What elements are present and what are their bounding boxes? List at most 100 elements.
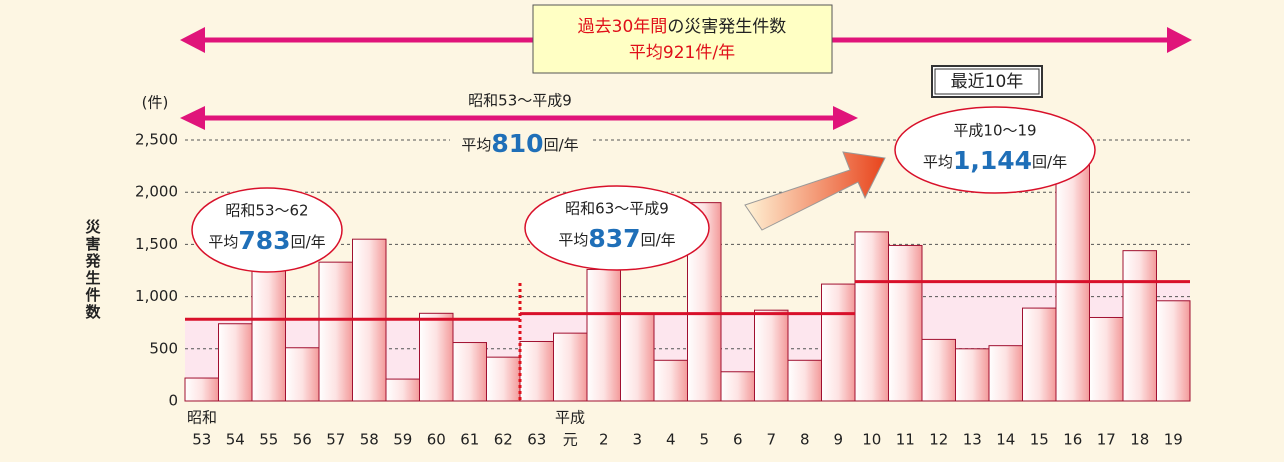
x-tick-label: 53 (192, 431, 211, 449)
x-tick-label: 2 (599, 431, 609, 449)
average-bubble (191, 187, 343, 273)
x-tick-label: 19 (1164, 431, 1183, 449)
average-period: 平成10～19 (953, 122, 1036, 140)
bar (285, 347, 320, 402)
y-unit: (件) (142, 94, 169, 112)
y-axis-label: 災害発生件数 (84, 219, 102, 321)
bar (218, 323, 253, 402)
bar (620, 312, 655, 402)
overall-average: 平均810回/年 (461, 129, 578, 158)
x-tick-label: 61 (460, 431, 479, 449)
bar (586, 268, 621, 402)
arrow-head (180, 27, 205, 53)
average-value: 783 (238, 226, 290, 255)
x-tick-label: 18 (1130, 431, 1149, 449)
average-prefix: 平均 (923, 153, 953, 171)
x-tick-label: 63 (527, 431, 546, 449)
x-tick-label: 14 (996, 431, 1015, 449)
bar (754, 309, 789, 402)
x-tick-label: 56 (293, 431, 312, 449)
x-tick-label: 7 (766, 431, 776, 449)
x-tick-label: 58 (360, 431, 379, 449)
y-tick-label: 1,500 (135, 235, 178, 253)
bar (653, 359, 688, 402)
bar (1089, 316, 1124, 402)
x-tick-label: 55 (259, 431, 278, 449)
x-tick-label: 57 (326, 431, 345, 449)
bar (519, 340, 554, 402)
bar (787, 359, 822, 402)
bar (821, 283, 856, 402)
recent-box (931, 65, 1043, 98)
bar (251, 257, 286, 402)
bar (720, 371, 755, 402)
chart-title: 過去30年間の災害発生件数 (578, 17, 787, 37)
era-label: 昭和 (187, 409, 217, 427)
x-tick-label: 54 (226, 431, 245, 449)
average-bubble (524, 185, 710, 271)
average-unit: 回/年 (641, 231, 676, 249)
average-label: 平均1,144回/年 (923, 146, 1067, 175)
average-unit: 回/年 (291, 233, 326, 251)
title-box (532, 4, 833, 74)
bar (318, 261, 353, 402)
x-tick-label: 5 (699, 431, 709, 449)
average-bubble (894, 106, 1096, 194)
x-tick-label: 15 (1030, 431, 1049, 449)
bar (553, 332, 588, 402)
bar (1122, 250, 1157, 402)
bar (184, 377, 219, 402)
bar (486, 356, 521, 402)
average-period: 昭和63～平成9 (565, 200, 669, 218)
average-period: 昭和53～62 (225, 202, 308, 220)
x-tick-label: 60 (427, 431, 446, 449)
bar (921, 338, 956, 402)
x-tick-label: 62 (494, 431, 513, 449)
arrow-head (1167, 27, 1192, 53)
bar (452, 342, 487, 402)
x-tick-label: 17 (1097, 431, 1116, 449)
bar (854, 231, 889, 402)
x-tick-label: 13 (963, 431, 982, 449)
era-label: 平成 (555, 409, 585, 427)
arrow-head (180, 106, 205, 130)
x-tick-label: 10 (862, 431, 881, 449)
x-tick-label: 元 (563, 431, 578, 449)
bar (888, 244, 923, 402)
x-tick-label: 9 (833, 431, 843, 449)
x-tick-label: 11 (896, 431, 915, 449)
average-label: 平均837回/年 (558, 224, 675, 253)
arrow-head (833, 106, 858, 130)
bar (419, 312, 454, 402)
bar (1022, 307, 1057, 402)
average-label: 平均783回/年 (208, 226, 325, 255)
average-unit: 回/年 (1032, 153, 1067, 171)
x-tick-label: 16 (1063, 431, 1082, 449)
bar (1156, 300, 1191, 402)
overall-period: 昭和53～平成9 (468, 92, 572, 110)
y-tick-label: 0 (168, 392, 178, 410)
subtitle: 平均921件/年 (629, 43, 735, 63)
bar (385, 378, 420, 402)
y-tick-label: 2,500 (135, 131, 178, 149)
trend-arrow (744, 151, 886, 231)
bar (955, 348, 990, 402)
recent-label: 最近10年 (951, 72, 1024, 92)
x-tick-label: 59 (393, 431, 412, 449)
average-prefix: 平均 (208, 233, 238, 251)
x-tick-label: 12 (929, 431, 948, 449)
x-tick-label: 8 (800, 431, 810, 449)
y-tick-label: 2,000 (135, 183, 178, 201)
x-tick-label: 6 (733, 431, 743, 449)
recent-box-inner (934, 68, 1040, 95)
x-tick-label: 4 (666, 431, 676, 449)
x-tick-label: 3 (632, 431, 642, 449)
bar (988, 345, 1023, 402)
average-prefix: 平均 (558, 231, 588, 249)
y-tick-label: 500 (149, 339, 178, 357)
average-value: 837 (588, 224, 640, 253)
y-tick-label: 1,000 (135, 287, 178, 305)
